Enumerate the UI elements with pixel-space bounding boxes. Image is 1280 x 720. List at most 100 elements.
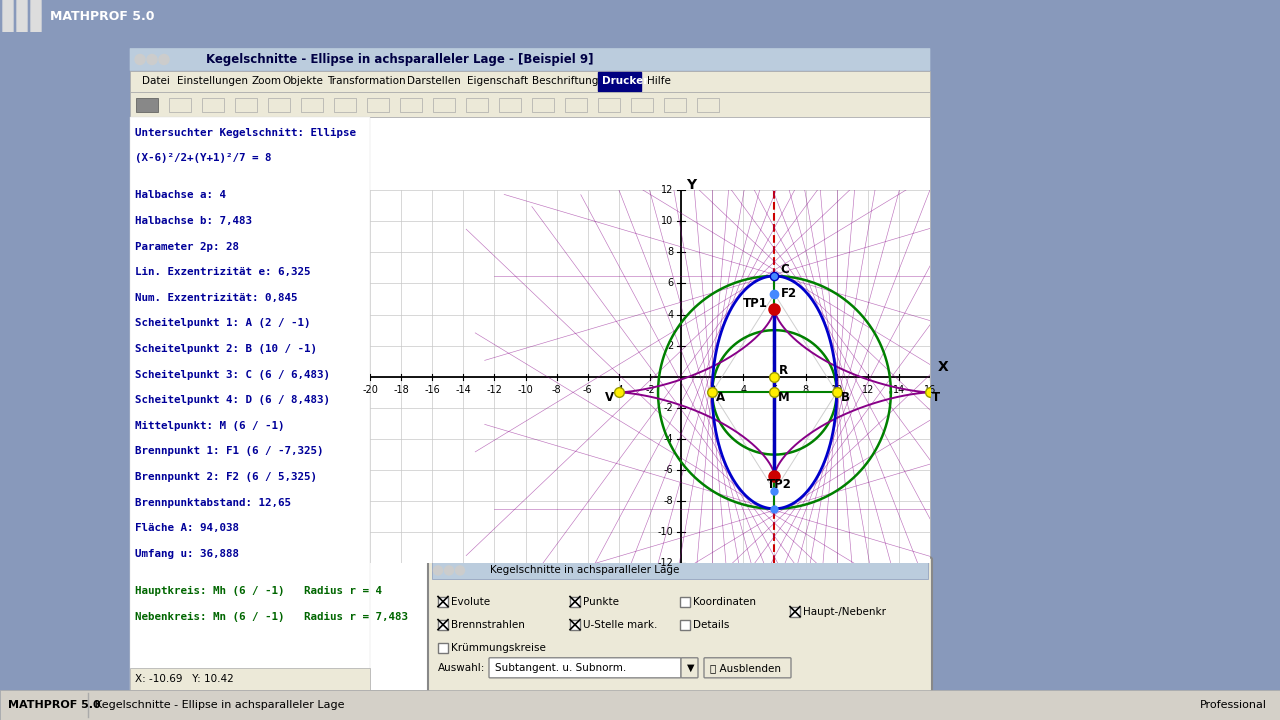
Circle shape [3, 0, 13, 178]
Text: TP2: TP2 [767, 478, 791, 491]
Text: -14: -14 [456, 385, 471, 395]
Text: V: V [605, 391, 614, 404]
Bar [399, 98, 422, 112]
Text: X: -10.69   Y: 10.42: X: -10.69 Y: 10.42 [134, 674, 234, 684]
Text: M: M [778, 391, 790, 404]
Text: 10: 10 [831, 385, 842, 395]
Text: Umfang u: 36,888: Umfang u: 36,888 [134, 549, 239, 559]
Text: 2: 2 [709, 385, 716, 395]
Text: B: B [841, 391, 850, 404]
Text: Scheitelpunkt 2: B (10 / -1): Scheitelpunkt 2: B (10 / -1) [134, 344, 317, 354]
Text: 16: 16 [924, 385, 936, 395]
Bar [438, 643, 448, 653]
Bar [236, 98, 257, 112]
Bar [433, 98, 454, 112]
Text: 10: 10 [660, 216, 673, 226]
Bar [131, 668, 370, 690]
Circle shape [147, 55, 157, 65]
Text: Lin. Exzentrizität e: 6,325: Lin. Exzentrizität e: 6,325 [134, 267, 311, 277]
Text: 2: 2 [667, 341, 673, 351]
Text: 6: 6 [667, 279, 673, 289]
Bar [499, 98, 521, 112]
Text: -10: -10 [658, 527, 673, 537]
Bar [698, 98, 719, 112]
Text: Halbachse a: 4: Halbachse a: 4 [134, 191, 227, 200]
Text: 12: 12 [660, 185, 673, 195]
Circle shape [17, 0, 27, 178]
FancyBboxPatch shape [704, 658, 791, 678]
Circle shape [31, 0, 41, 178]
Text: -20: -20 [362, 385, 378, 395]
Bar [334, 98, 356, 112]
Bar [631, 98, 653, 112]
Text: Darstellen: Darstellen [407, 76, 461, 86]
Text: Kegelschnitte - Ellipse in achsparalleler Lage - [Beispiel 9]: Kegelschnitte - Ellipse in achsparallele… [206, 53, 594, 66]
Text: Transformation: Transformation [326, 76, 406, 86]
Bar [131, 91, 931, 117]
Text: Beschriftung: Beschriftung [532, 76, 598, 86]
Circle shape [444, 566, 453, 575]
Text: Details: Details [692, 620, 730, 629]
Text: Auswahl:: Auswahl: [438, 663, 485, 672]
Text: Eigenschaft: Eigenschaft [467, 76, 529, 86]
Text: Scheitelpunkt 3: C (6 / 6,483): Scheitelpunkt 3: C (6 / 6,483) [134, 369, 330, 379]
Text: 14: 14 [892, 385, 905, 395]
Text: -2: -2 [645, 385, 655, 395]
Bar [680, 597, 690, 606]
Bar [570, 597, 580, 606]
Bar [131, 117, 931, 690]
Text: Kegelschnitte in achsparalleler Lage: Kegelschnitte in achsparalleler Lage [490, 565, 680, 575]
Bar [0, 690, 1280, 720]
Text: (X-6)²/2+(Y+1)²/7 = 8: (X-6)²/2+(Y+1)²/7 = 8 [134, 153, 271, 163]
Text: Punkte: Punkte [582, 597, 620, 606]
Text: -6: -6 [582, 385, 593, 395]
Text: Num. Exzentrizität: 0,845: Num. Exzentrizität: 0,845 [134, 293, 297, 303]
Text: Subtangent. u. Subnorm.: Subtangent. u. Subnorm. [495, 663, 626, 672]
Text: Professional: Professional [1201, 700, 1267, 710]
FancyBboxPatch shape [129, 48, 931, 71]
Text: Drucken: Drucken [602, 76, 650, 86]
Text: Untersuchter Kegelschnitt: Ellipse: Untersuchter Kegelschnitt: Ellipse [134, 127, 356, 138]
Text: A: A [716, 391, 726, 404]
Text: Objekte: Objekte [282, 76, 323, 86]
Text: 8: 8 [667, 248, 673, 257]
Bar [564, 98, 588, 112]
Text: Krümmungskreise: Krümmungskreise [451, 643, 545, 653]
Text: Koordinaten: Koordinaten [692, 597, 756, 606]
Bar [598, 98, 620, 112]
Text: Fläche A: 94,038: Fläche A: 94,038 [134, 523, 239, 534]
Text: Y: Y [686, 178, 696, 192]
Text: -2: -2 [663, 403, 673, 413]
Text: Brennstrahlen: Brennstrahlen [451, 620, 525, 629]
Text: Halbachse b: 7,483: Halbachse b: 7,483 [134, 216, 252, 226]
Text: Brennpunkt 2: F2 (6 / 5,325): Brennpunkt 2: F2 (6 / 5,325) [134, 472, 317, 482]
Bar [598, 71, 641, 91]
Circle shape [134, 55, 145, 65]
Bar [131, 117, 370, 690]
Text: C: C [781, 263, 790, 276]
Text: 🖨 Ausblenden: 🖨 Ausblenden [710, 663, 781, 672]
Text: Mittelpunkt: M (6 / -1): Mittelpunkt: M (6 / -1) [134, 421, 284, 431]
Text: MATHPROF 5.0: MATHPROF 5.0 [50, 9, 155, 23]
Text: Zoom: Zoom [252, 76, 282, 86]
Bar [790, 606, 800, 616]
Text: T: T [932, 391, 941, 404]
Text: -8: -8 [664, 496, 673, 506]
Text: 4: 4 [740, 385, 746, 395]
Bar [301, 98, 323, 112]
Bar [680, 620, 690, 630]
Text: 4: 4 [667, 310, 673, 320]
Text: Hilfe: Hilfe [646, 76, 671, 86]
Text: X: X [938, 359, 948, 374]
Bar [433, 562, 928, 580]
Text: -8: -8 [552, 385, 562, 395]
Bar [268, 98, 291, 112]
Text: F2: F2 [781, 287, 796, 300]
Text: 6: 6 [772, 385, 777, 395]
Circle shape [159, 55, 169, 65]
Text: Scheitelpunkt 1: A (2 / -1): Scheitelpunkt 1: A (2 / -1) [134, 318, 311, 328]
Text: -16: -16 [425, 385, 440, 395]
Bar [131, 71, 931, 91]
Text: Hauptkreis: Mh (6 / -1)   Radius r = 4: Hauptkreis: Mh (6 / -1) Radius r = 4 [134, 586, 381, 596]
Text: Brennpunkt 1: F1 (6 / -7,325): Brennpunkt 1: F1 (6 / -7,325) [134, 446, 324, 456]
